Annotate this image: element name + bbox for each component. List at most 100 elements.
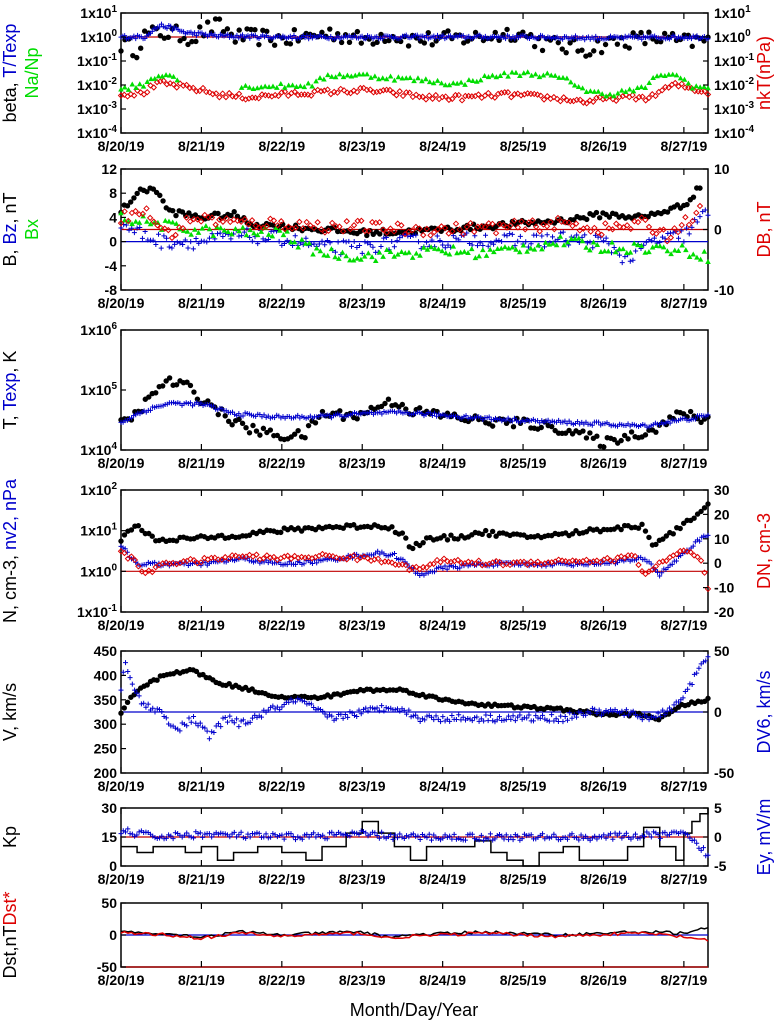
data-point xyxy=(452,220,460,227)
data-point xyxy=(553,95,561,103)
data-point xyxy=(334,30,341,37)
data-point xyxy=(465,832,471,838)
data-point xyxy=(220,29,227,35)
data-point xyxy=(437,237,443,243)
data-point xyxy=(190,246,196,252)
data-point xyxy=(241,229,247,235)
date-tick-label: 8/25/19 xyxy=(500,778,547,794)
data-point xyxy=(263,237,269,243)
data-point xyxy=(243,425,249,431)
data-point xyxy=(677,75,684,81)
left-tick-label: 4 xyxy=(109,209,117,225)
data-point xyxy=(327,830,333,836)
data-point xyxy=(645,94,653,102)
data-point xyxy=(270,217,278,224)
data-point xyxy=(302,832,308,838)
data-point xyxy=(236,724,242,730)
data-point xyxy=(164,235,170,241)
data-point xyxy=(574,232,580,238)
data-point xyxy=(232,93,239,101)
data-point xyxy=(163,81,171,88)
data-point xyxy=(204,239,210,245)
data-point xyxy=(356,71,362,77)
date-tick-label: 8/25/19 xyxy=(500,871,547,887)
data-point xyxy=(701,83,707,89)
data-point xyxy=(628,429,635,435)
data-point xyxy=(252,27,258,33)
right-tick-label: 1x10-4 xyxy=(714,124,754,141)
data-point xyxy=(485,74,492,80)
date-tick-label: 8/20/19 xyxy=(98,295,145,311)
data-point xyxy=(133,36,139,42)
left-tick-label: 1x105 xyxy=(80,381,117,398)
data-point xyxy=(347,709,353,715)
data-point xyxy=(660,536,666,542)
date-tick-label: 8/24/19 xyxy=(419,972,466,988)
data-point xyxy=(474,243,480,249)
data-point xyxy=(657,243,663,249)
data-point xyxy=(284,228,290,234)
data-point xyxy=(398,38,404,45)
data-point xyxy=(293,699,299,705)
data-point xyxy=(618,437,624,444)
data-point xyxy=(638,242,645,248)
data-point xyxy=(234,217,241,224)
data-point xyxy=(579,234,585,240)
data-point xyxy=(685,832,691,838)
data-point xyxy=(165,34,171,41)
data-point xyxy=(596,833,602,839)
data-point xyxy=(177,728,183,734)
data-point xyxy=(493,74,500,80)
data-point xyxy=(454,556,462,564)
data-point xyxy=(268,834,274,840)
data-point xyxy=(150,84,158,91)
data-point xyxy=(358,217,365,224)
data-point xyxy=(340,832,346,838)
data-point xyxy=(313,707,319,713)
data-point xyxy=(557,233,564,239)
data-point xyxy=(243,232,250,238)
date-tick-label: 8/25/19 xyxy=(500,617,547,633)
data-point xyxy=(267,215,274,222)
data-point xyxy=(503,717,509,723)
data-point xyxy=(268,228,274,234)
data-point xyxy=(234,716,240,722)
data-point xyxy=(692,416,698,422)
data-point xyxy=(698,419,704,426)
data-point xyxy=(288,831,294,837)
data-point xyxy=(186,715,192,721)
data-point xyxy=(320,708,326,714)
data-point xyxy=(154,706,160,712)
data-point xyxy=(334,89,341,96)
data-point xyxy=(564,836,570,842)
data-point xyxy=(630,708,636,714)
data-point xyxy=(517,72,523,78)
data-point xyxy=(158,245,164,251)
data-point xyxy=(531,43,538,50)
data-point xyxy=(122,546,128,552)
data-point xyxy=(475,557,482,564)
data-point xyxy=(289,82,296,88)
data-point xyxy=(383,229,391,236)
data-point xyxy=(278,80,284,86)
data-point xyxy=(379,703,385,709)
data-point xyxy=(670,230,676,236)
data-point xyxy=(589,705,595,711)
data-point xyxy=(563,49,569,56)
data-point xyxy=(186,218,194,225)
data-point xyxy=(514,90,522,97)
data-point xyxy=(598,49,605,56)
data-point xyxy=(632,712,638,718)
data-point xyxy=(121,91,128,98)
data-point xyxy=(123,829,129,835)
data-point xyxy=(173,212,179,219)
data-point xyxy=(607,91,613,97)
data-point xyxy=(596,419,602,425)
data-point xyxy=(430,80,437,86)
date-tick-label: 8/20/19 xyxy=(98,972,145,988)
data-point xyxy=(671,702,677,708)
data-point xyxy=(592,232,598,238)
data-point xyxy=(365,227,372,235)
data-point xyxy=(172,725,178,731)
data-point xyxy=(197,720,203,726)
